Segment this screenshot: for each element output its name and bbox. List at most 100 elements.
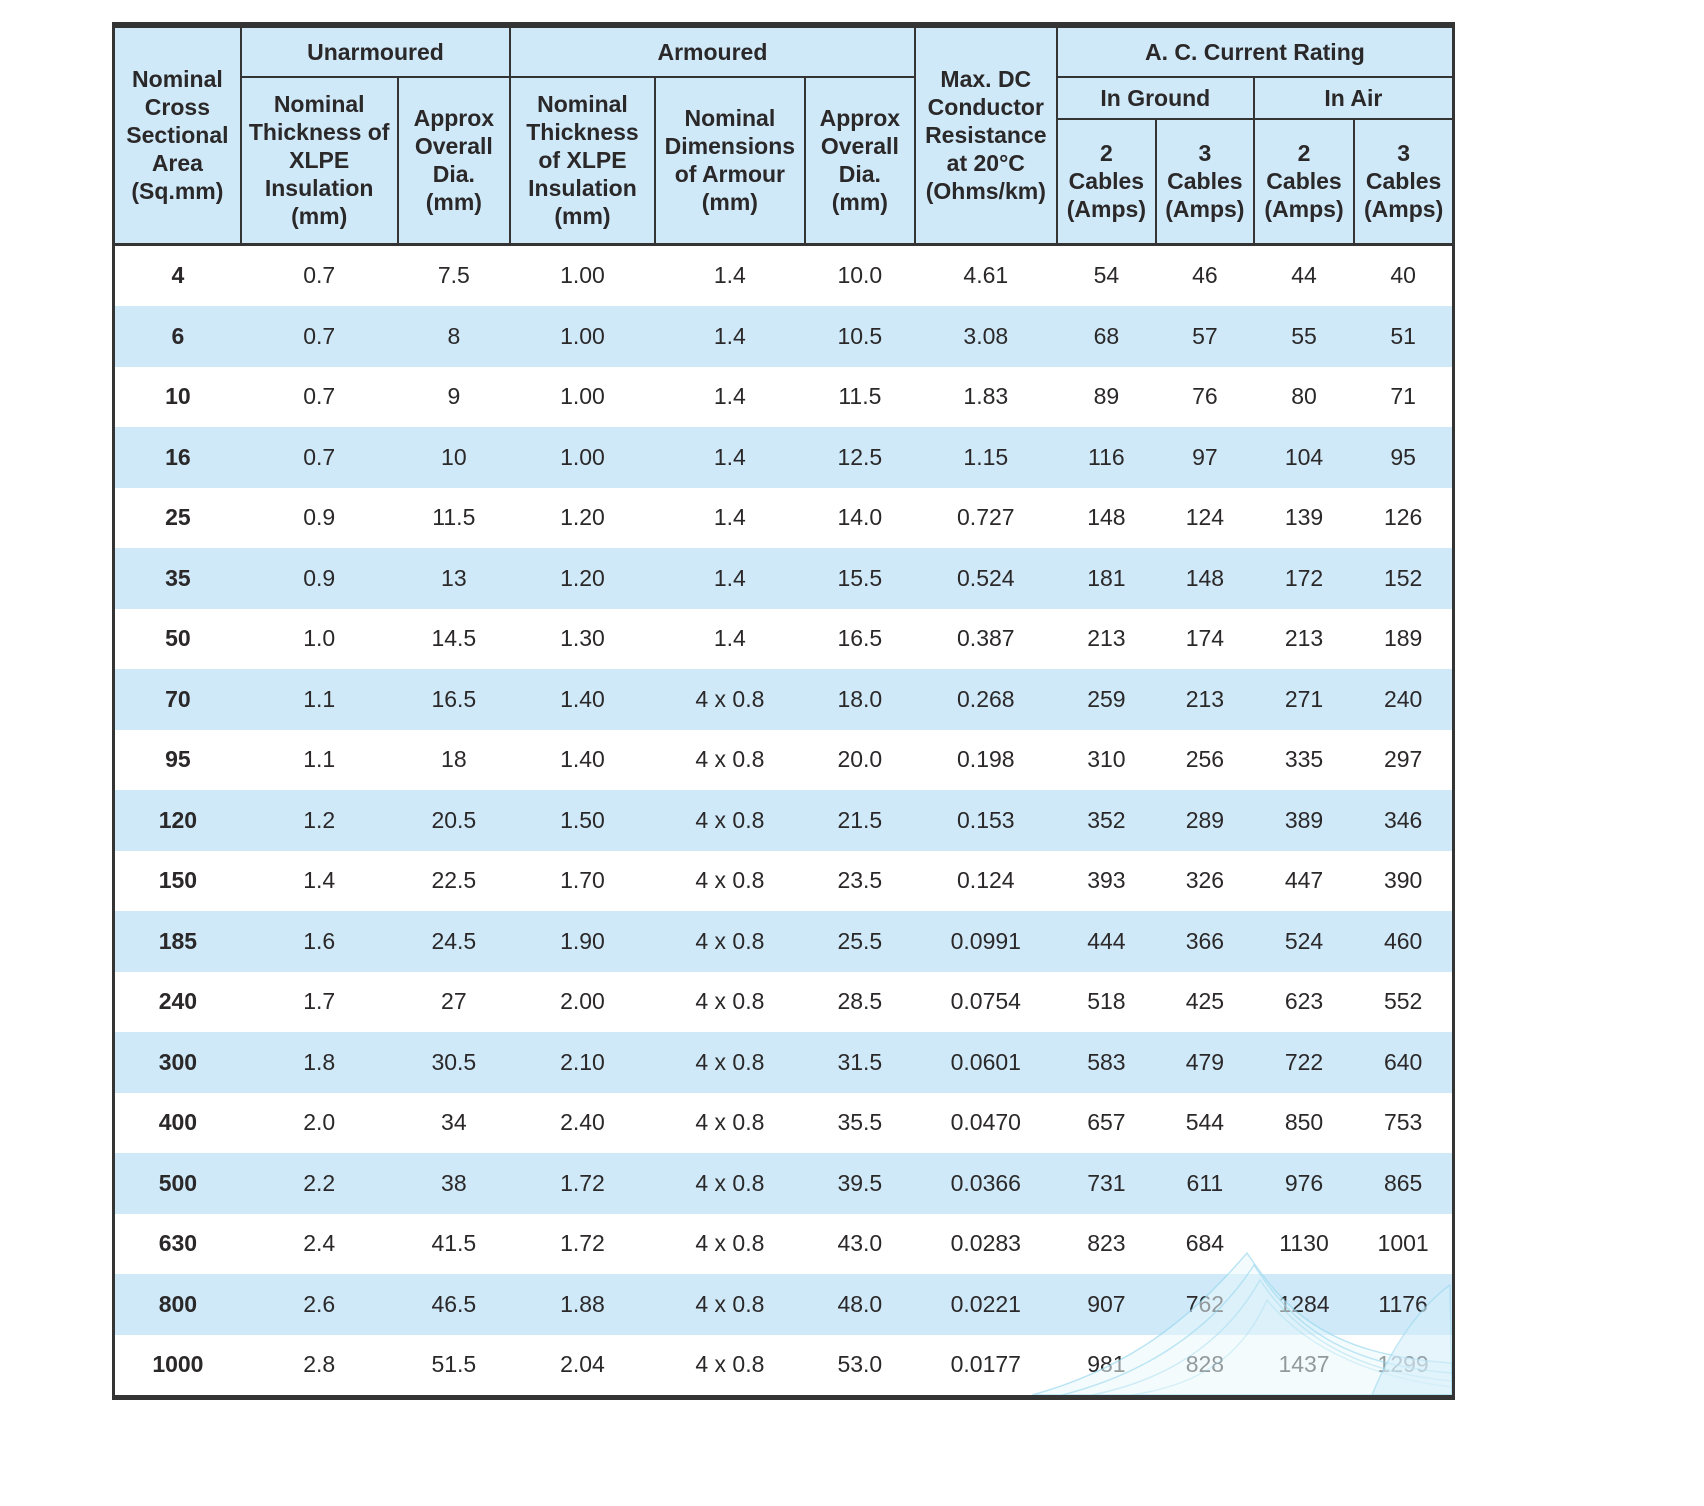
cell-area: 400: [158, 1109, 198, 1136]
cell-ground-3cables: 97: [1192, 443, 1218, 470]
cell-ground-3cables: 611: [1186, 1169, 1224, 1196]
cell-arm-thickness: 2.04: [560, 1351, 605, 1378]
cell-ground-3cables: 46: [1192, 262, 1218, 289]
cell-air-3cables: 297: [1383, 746, 1423, 773]
cell-air-3cables: 552: [1383, 988, 1423, 1015]
cell-arm-thickness: 1.20: [560, 564, 605, 591]
cell-unarm-dia: 11.5: [432, 504, 476, 531]
cell-air-2cables: 389: [1284, 806, 1324, 833]
cell-unarm-thickness: 0.9: [303, 564, 336, 591]
cell-unarm-thickness: 1.0: [303, 625, 336, 652]
table-row: 50 1.0 14.5 1.30 1.4 16.5 0.387 213 174 213 189: [113, 608, 1454, 669]
cell-area: 50: [165, 625, 191, 652]
cell-air-3cables: 460: [1383, 927, 1423, 954]
cell-ground-2cables: 731: [1087, 1169, 1126, 1196]
cell-arm-dia: 15.5: [837, 564, 883, 591]
cell-ground-3cables: 326: [1185, 867, 1225, 894]
cell-unarm-dia: 41.5: [431, 1230, 477, 1257]
cell-dc-resistance: 0.524: [957, 564, 1015, 591]
cell-unarm-dia: 16.5: [431, 685, 477, 712]
header-arm-overall-dia: Approx Overall Dia. (mm): [803, 76, 916, 246]
cell-air-3cables: 1299: [1377, 1351, 1429, 1378]
cell-unarm-thickness: 2.2: [303, 1169, 336, 1196]
cell-ground-2cables: 393: [1087, 867, 1126, 894]
header-arm-armour-dimensions: Nominal Dimensions of Armour (mm): [653, 76, 806, 246]
cell-dc-resistance: 0.268: [957, 685, 1015, 712]
cell-unarm-thickness: 1.1: [303, 746, 336, 773]
cell-area: 10: [165, 383, 191, 410]
header-arm-xlpe-thickness: Nominal Thickness of XLPE Insulation (mm…: [509, 76, 656, 246]
cell-armour-dimensions: 4 x 0.8: [695, 806, 765, 833]
table-body: 4 0.7 7.5 1.00 1.4 10.0 4.61 54 46 44 40 6 0.7 8 1.00 1…: [113, 244, 1454, 1398]
cell-unarm-dia: 10: [441, 443, 467, 470]
table-row: 6 0.7 8 1.00 1.4 10.5 3.08 68 57 55 51: [113, 306, 1454, 367]
cell-air-2cables: 172: [1284, 564, 1324, 591]
cell-air-2cables: 335: [1284, 746, 1324, 773]
cell-unarm-dia: 14.5: [431, 625, 477, 652]
cell-area: 25: [165, 504, 191, 531]
cell-arm-thickness: 2.10: [560, 1048, 605, 1075]
table-row: 120 1.2 20.5 1.50 4 x 0.8 21.5 0.153 352 289 389 3…: [113, 790, 1454, 851]
cell-unarm-dia: 34: [441, 1109, 467, 1136]
header-ground-2-cables: 2 Cables (Amps): [1055, 118, 1157, 246]
cable-spec-table: Nominal Cross Sectional Area (Sq.mm) Una…: [112, 22, 1455, 1400]
cell-dc-resistance: 0.198: [957, 746, 1015, 773]
cell-arm-dia: 16.5: [837, 625, 883, 652]
cell-area: 35: [165, 564, 191, 591]
cell-air-3cables: 152: [1383, 564, 1423, 591]
cell-ground-3cables: 174: [1185, 625, 1225, 652]
table-row: 400 2.0 34 2.40 4 x 0.8 35.5 0.0470 657 544 850 75…: [113, 1092, 1454, 1153]
header-unarmoured-group: Unarmoured: [239, 24, 512, 78]
cell-arm-thickness: 1.00: [560, 443, 605, 470]
cell-arm-thickness: 1.20: [560, 504, 605, 531]
cell-air-2cables: 1284: [1278, 1290, 1330, 1317]
cell-arm-dia: 43.0: [837, 1230, 883, 1257]
cell-unarm-thickness: 0.7: [303, 443, 336, 470]
table-row: 185 1.6 24.5 1.90 4 x 0.8 25.5 0.0991 444 366 524…: [113, 911, 1454, 972]
cell-area: 4: [171, 262, 185, 289]
cell-arm-dia: 21.5: [837, 806, 883, 833]
cell-unarm-dia: 51.5: [431, 1351, 477, 1378]
cell-ground-3cables: 256: [1185, 746, 1225, 773]
header-ground-3-cables: 3 Cables (Amps): [1154, 118, 1255, 246]
cell-ground-2cables: 148: [1087, 504, 1126, 531]
cell-arm-dia: 39.5: [837, 1169, 883, 1196]
cell-air-2cables: 44: [1291, 262, 1317, 289]
cell-arm-dia: 11.5: [838, 383, 882, 410]
cell-ground-3cables: 76: [1192, 383, 1218, 410]
table-row: 70 1.1 16.5 1.40 4 x 0.8 18.0 0.268 259 213 271 24…: [113, 669, 1454, 730]
cell-arm-dia: 25.5: [837, 927, 883, 954]
cell-area: 6: [171, 322, 185, 349]
header-dc-resistance: Max. DC Conductor Resistance at 20°C (Oh…: [913, 24, 1058, 246]
cell-arm-thickness: 1.30: [560, 625, 605, 652]
cell-armour-dimensions: 4 x 0.8: [695, 867, 765, 894]
cell-air-3cables: 346: [1383, 806, 1423, 833]
cell-arm-thickness: 1.72: [560, 1230, 605, 1257]
cell-dc-resistance: 1.15: [963, 443, 1009, 470]
header-air-3-cables: 3 Cables (Amps): [1353, 118, 1455, 246]
cell-unarm-dia: 30.5: [431, 1048, 477, 1075]
cell-ground-3cables: 684: [1185, 1230, 1225, 1257]
header-ac-current-rating-group: A. C. Current Rating: [1055, 24, 1455, 78]
cell-unarm-thickness: 1.6: [303, 927, 336, 954]
cell-arm-thickness: 1.90: [560, 927, 605, 954]
cell-air-2cables: 1437: [1278, 1351, 1330, 1378]
cell-unarm-dia: 38: [441, 1169, 467, 1196]
cell-air-3cables: 390: [1383, 867, 1423, 894]
cell-dc-resistance: 0.727: [957, 504, 1015, 531]
header-air-2-cables: 2 Cables (Amps): [1252, 118, 1356, 246]
cell-air-2cables: 976: [1284, 1169, 1324, 1196]
cell-ground-2cables: 907: [1087, 1290, 1126, 1317]
cell-dc-resistance: 0.0177: [950, 1351, 1021, 1378]
cell-unarm-dia: 22.5: [431, 867, 477, 894]
cell-ground-2cables: 213: [1087, 625, 1126, 652]
cell-unarm-dia: 20.5: [431, 806, 477, 833]
cell-unarm-thickness: 2.0: [303, 1109, 336, 1136]
cell-unarm-thickness: 0.7: [303, 322, 336, 349]
cell-ground-2cables: 583: [1087, 1048, 1126, 1075]
cell-armour-dimensions: 4 x 0.8: [695, 1048, 765, 1075]
cell-arm-thickness: 1.00: [560, 262, 605, 289]
cell-dc-resistance: 1.83: [963, 383, 1009, 410]
cell-air-2cables: 104: [1284, 443, 1324, 470]
cell-armour-dimensions: 4 x 0.8: [695, 746, 765, 773]
